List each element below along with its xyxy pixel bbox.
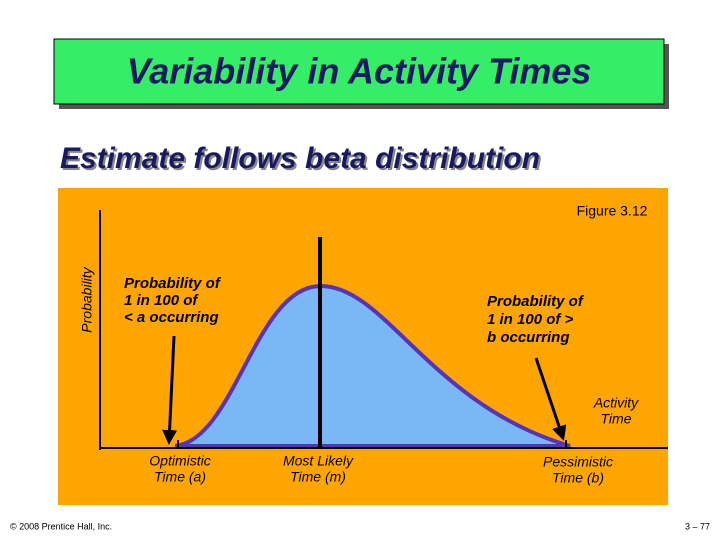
page-number: 3 – 77 bbox=[685, 521, 710, 531]
subtitle: Estimate follows beta distribution bbox=[60, 142, 540, 175]
right-annotation: Probability of 1 in 100 of > b occurring bbox=[487, 293, 585, 346]
x-label: Time (m) bbox=[290, 469, 346, 485]
x-label: Optimistic bbox=[149, 453, 210, 469]
figure-label: Figure 3.12 bbox=[577, 203, 648, 219]
arrow bbox=[162, 335, 178, 445]
x-axis-label: Time bbox=[601, 411, 632, 427]
x-axis-label: Activity bbox=[593, 395, 639, 411]
y-axis-label: Probability bbox=[79, 266, 95, 332]
title-box bbox=[53, 38, 665, 105]
annotation-line: 1 in 100 of bbox=[124, 292, 199, 309]
left-annotation: Probability of 1 in 100 of < a occurring bbox=[124, 275, 222, 326]
annotation-line: Probability of bbox=[487, 293, 585, 310]
annotation-line: b occurring bbox=[487, 329, 570, 346]
subtitle-shadow: Estimate follows beta distribution bbox=[62, 144, 542, 177]
annotation-line: 1 in 100 of > bbox=[487, 311, 574, 328]
x-label: Time (b) bbox=[552, 470, 604, 486]
x-label: Pessimistic bbox=[543, 454, 613, 470]
annotation-line: < a occurring bbox=[124, 309, 219, 326]
copyright: © 2008 Prentice Hall, Inc. bbox=[10, 521, 112, 531]
beta-curve bbox=[174, 283, 571, 448]
x-label: Time (a) bbox=[154, 469, 206, 485]
x-label: Most Likely bbox=[283, 453, 354, 469]
arrow bbox=[534, 357, 567, 441]
annotation-line: Probability of bbox=[124, 275, 222, 292]
title: Variability in Activity Times bbox=[127, 51, 592, 92]
